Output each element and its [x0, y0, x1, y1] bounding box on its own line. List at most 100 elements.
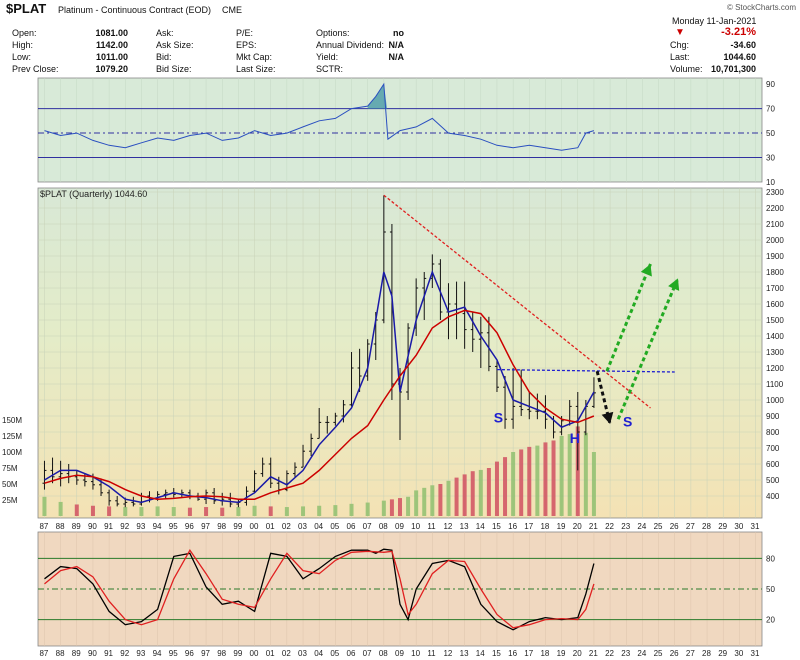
x-tick-label: 16: [508, 522, 517, 531]
price-tick-label: 400: [766, 492, 780, 501]
x-tick-label: 21: [589, 649, 598, 658]
x-tick-label: 08: [379, 649, 388, 658]
price-tick-label: 1700: [766, 284, 784, 293]
volume-bar: [454, 477, 459, 516]
x-tick-label: 08: [379, 522, 388, 531]
field-label: Bid:: [156, 52, 172, 62]
x-tick-label: 96: [185, 522, 194, 531]
volume-bar: [349, 503, 354, 516]
x-tick-label: 01: [266, 522, 275, 531]
x-tick-label: 30: [734, 522, 743, 531]
volume-bar: [204, 507, 209, 516]
x-tick-label: 96: [185, 649, 194, 658]
x-tick-label: 87: [39, 649, 48, 658]
x-tick-label: 94: [153, 522, 162, 531]
x-tick-label: 31: [751, 649, 760, 658]
price-tick-label: 800: [766, 428, 780, 437]
rsi-tick-label: 30: [766, 154, 775, 163]
price-tick-label: 600: [766, 460, 780, 469]
volume-bar: [575, 426, 580, 516]
x-tick-label: 07: [363, 522, 372, 531]
x-tick-label: 93: [136, 522, 145, 531]
stochastic-panel: 80 50 20 87 88 89 90 91 92 93 94 95 96 97 98 99 00 01 02 03…: [37, 531, 775, 658]
x-tick-label: 03: [298, 649, 307, 658]
x-tick-label: 88: [56, 649, 65, 658]
x-tick-label: 29: [718, 522, 727, 531]
field-value: 1044.60: [723, 52, 756, 62]
price-tick-label: 700: [766, 444, 780, 453]
x-tick-label: 99: [233, 649, 242, 658]
volume-bar: [438, 484, 443, 516]
x-tick-label: 97: [201, 649, 210, 658]
x-tick-label: 16: [508, 649, 517, 658]
volume-bar: [90, 505, 95, 516]
volume-bar: [446, 480, 451, 516]
rsi-panel: 90 70 50 30 10: [37, 77, 775, 187]
x-tick-label: 00: [250, 522, 259, 531]
x-tick-label: 02: [282, 522, 291, 531]
volume-bar: [494, 461, 499, 516]
x-tick-label: 98: [217, 649, 226, 658]
down-triangle-icon: ▼: [675, 27, 685, 38]
field-value: N/A: [388, 52, 405, 62]
x-tick-label: 31: [751, 522, 760, 531]
exchange: CME: [222, 5, 242, 15]
x-tick-label: 19: [557, 649, 566, 658]
quote-header: $PLAT Platinum - Continuous Contract (EO…: [0, 0, 800, 78]
green-arrow-1: [605, 263, 652, 372]
volume-bar: [470, 471, 475, 516]
downtrend-line: [383, 194, 651, 409]
x-tick-label: 17: [524, 649, 533, 658]
price-tick-label: 1000: [766, 396, 784, 405]
black-arrow-head: [601, 411, 614, 424]
volume-bar: [591, 452, 596, 516]
green-arrow-1-head: [640, 264, 652, 277]
field-label: Bid Size:: [156, 64, 192, 74]
x-tick-label: 11: [427, 522, 436, 531]
x-tick-label: 23: [621, 522, 630, 531]
x-tick-label: 91: [104, 649, 113, 658]
x-tick-label: 10: [411, 649, 420, 658]
x-tick-label: 13: [460, 522, 469, 531]
x-tick-label: 17: [524, 522, 533, 531]
volume-bar: [74, 504, 79, 516]
quote-date: Monday 11-Jan-2021: [672, 16, 757, 26]
field-label: Mkt Cap:: [236, 52, 273, 62]
volume-bar: [333, 505, 338, 516]
volume-bar: [414, 490, 419, 516]
pattern-annotation: S: [623, 413, 632, 429]
change-percent: -3.21%: [721, 26, 756, 38]
x-tick-label: 89: [72, 522, 81, 531]
field-label: High:: [12, 40, 34, 50]
x-tick-label: 90: [88, 649, 97, 658]
x-tick-label: 27: [686, 522, 695, 531]
stoch-tick-label: 20: [766, 616, 775, 625]
volume-bar: [236, 507, 241, 516]
x-tick-label: 93: [136, 649, 145, 658]
x-tick-label: 22: [605, 649, 614, 658]
field-value: 1142.00: [95, 40, 128, 50]
x-tick-label: 97: [201, 522, 210, 531]
x-tick-label: 06: [347, 649, 356, 658]
volume-tick-label: 50M: [2, 480, 18, 489]
rsi-tick-label: 10: [766, 178, 775, 187]
volume-bar: [317, 505, 322, 516]
x-tick-label: 26: [670, 649, 679, 658]
volume-bar: [268, 506, 273, 516]
volume-bar: [543, 442, 548, 516]
volume-tick-label: 150M: [2, 416, 22, 425]
field-value: 1081.00: [95, 28, 128, 38]
volume-bar: [123, 507, 128, 516]
x-tick-label: 21: [589, 522, 598, 531]
green-arrow-2-head: [668, 278, 680, 291]
volume-bar: [139, 507, 144, 516]
volume-bar: [220, 507, 225, 516]
price-tick-label: 1800: [766, 268, 784, 277]
field-value: 1079.20: [95, 64, 128, 74]
volume-bar: [187, 507, 192, 516]
fast-moving-average: [44, 269, 595, 504]
volume-bar: [171, 507, 176, 516]
field-label: Ask Size:: [156, 40, 194, 50]
x-tick-label: 20: [573, 649, 582, 658]
